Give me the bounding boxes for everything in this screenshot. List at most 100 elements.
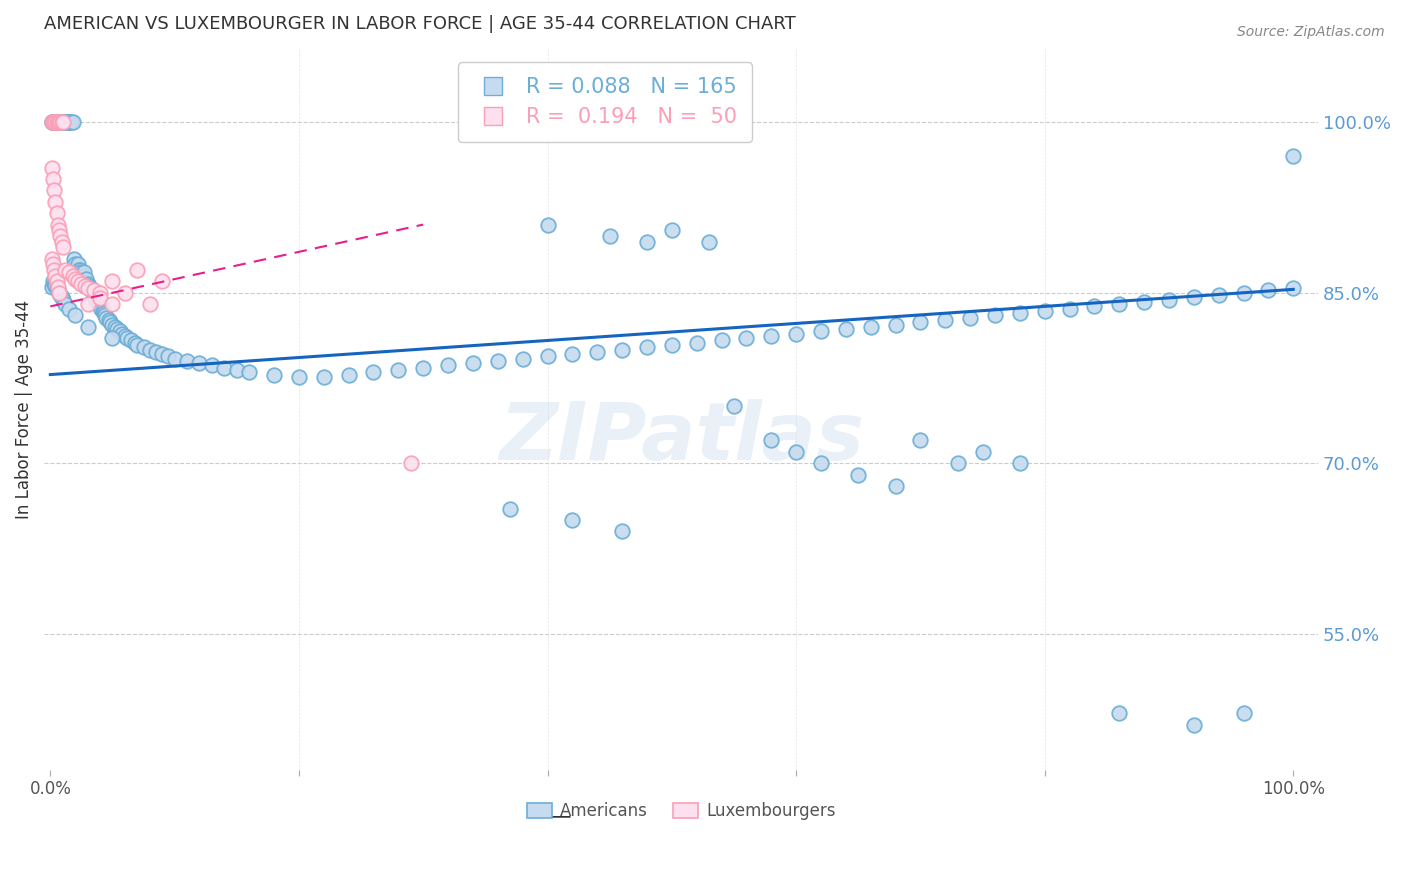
Point bbox=[42, 115, 65, 129]
Point bbox=[93, 306, 115, 320]
Point bbox=[561, 347, 583, 361]
Point bbox=[75, 272, 97, 286]
Point bbox=[48, 285, 70, 300]
Point bbox=[77, 279, 100, 293]
Point bbox=[42, 115, 65, 129]
Point bbox=[42, 115, 65, 129]
Text: AMERICAN VS LUXEMBOURGER IN LABOR FORCE | AGE 35-44 CORRELATION CHART: AMERICAN VS LUXEMBOURGER IN LABOR FORCE … bbox=[44, 15, 796, 33]
Point bbox=[63, 257, 86, 271]
Point bbox=[86, 294, 108, 309]
Point bbox=[124, 335, 146, 350]
Point bbox=[499, 501, 522, 516]
Point bbox=[51, 115, 73, 129]
Point bbox=[636, 235, 658, 249]
Point bbox=[87, 297, 110, 311]
Point bbox=[45, 115, 67, 129]
Point bbox=[536, 218, 558, 232]
Point bbox=[1133, 294, 1156, 309]
Point bbox=[1182, 290, 1205, 304]
Point bbox=[710, 334, 733, 348]
Point bbox=[52, 115, 75, 129]
Point bbox=[53, 115, 76, 129]
Point bbox=[337, 368, 360, 382]
Point bbox=[48, 115, 70, 129]
Point bbox=[201, 359, 224, 373]
Point bbox=[83, 284, 105, 298]
Point bbox=[58, 115, 80, 129]
Point bbox=[723, 400, 745, 414]
Point bbox=[312, 369, 335, 384]
Point bbox=[1282, 281, 1305, 295]
Point bbox=[661, 338, 683, 352]
Point bbox=[46, 115, 69, 129]
Point bbox=[46, 284, 69, 298]
Point bbox=[536, 350, 558, 364]
Point bbox=[91, 304, 114, 318]
Point bbox=[412, 360, 434, 375]
Point bbox=[44, 115, 66, 129]
Point bbox=[59, 115, 82, 129]
Point bbox=[45, 115, 67, 129]
Point bbox=[101, 274, 124, 288]
Point bbox=[55, 115, 77, 129]
Point bbox=[785, 326, 807, 341]
Point bbox=[72, 268, 94, 283]
Point bbox=[42, 115, 65, 129]
Point bbox=[48, 223, 70, 237]
Point bbox=[79, 281, 101, 295]
Point bbox=[63, 252, 86, 266]
Point bbox=[735, 331, 758, 345]
Point bbox=[1232, 285, 1254, 300]
Point bbox=[132, 340, 155, 354]
Point bbox=[53, 297, 76, 311]
Point bbox=[1208, 288, 1230, 302]
Point bbox=[42, 115, 65, 129]
Point bbox=[761, 329, 783, 343]
Point bbox=[934, 313, 956, 327]
Point bbox=[437, 359, 460, 373]
Point bbox=[96, 310, 118, 325]
Point bbox=[44, 115, 66, 129]
Point bbox=[41, 161, 63, 175]
Point bbox=[52, 293, 75, 307]
Point bbox=[44, 115, 66, 129]
Point bbox=[69, 263, 91, 277]
Point bbox=[107, 322, 129, 336]
Point bbox=[139, 297, 162, 311]
Point bbox=[41, 280, 63, 294]
Point bbox=[561, 513, 583, 527]
Point bbox=[685, 335, 707, 350]
Point bbox=[697, 235, 720, 249]
Point bbox=[45, 115, 67, 129]
Point bbox=[49, 115, 72, 129]
Point bbox=[46, 218, 69, 232]
Point bbox=[810, 456, 832, 470]
Point bbox=[1083, 299, 1105, 313]
Point bbox=[810, 325, 832, 339]
Point bbox=[1282, 149, 1305, 163]
Legend: Americans, Luxembourgers: Americans, Luxembourgers bbox=[520, 796, 842, 827]
Point bbox=[46, 115, 69, 129]
Point bbox=[42, 115, 65, 129]
Point bbox=[163, 351, 186, 366]
Point bbox=[94, 309, 117, 323]
Point bbox=[127, 263, 149, 277]
Point bbox=[42, 172, 65, 186]
Point bbox=[63, 263, 86, 277]
Point bbox=[486, 354, 509, 368]
Point bbox=[157, 350, 180, 364]
Point bbox=[104, 319, 127, 334]
Point bbox=[70, 265, 93, 279]
Point bbox=[58, 265, 80, 279]
Point bbox=[101, 297, 124, 311]
Point bbox=[41, 115, 63, 129]
Point bbox=[41, 115, 63, 129]
Point bbox=[80, 284, 103, 298]
Point bbox=[49, 115, 72, 129]
Point bbox=[42, 115, 65, 129]
Point bbox=[52, 240, 75, 254]
Point bbox=[120, 334, 142, 348]
Point bbox=[51, 290, 73, 304]
Point bbox=[1108, 706, 1130, 721]
Point bbox=[89, 285, 111, 300]
